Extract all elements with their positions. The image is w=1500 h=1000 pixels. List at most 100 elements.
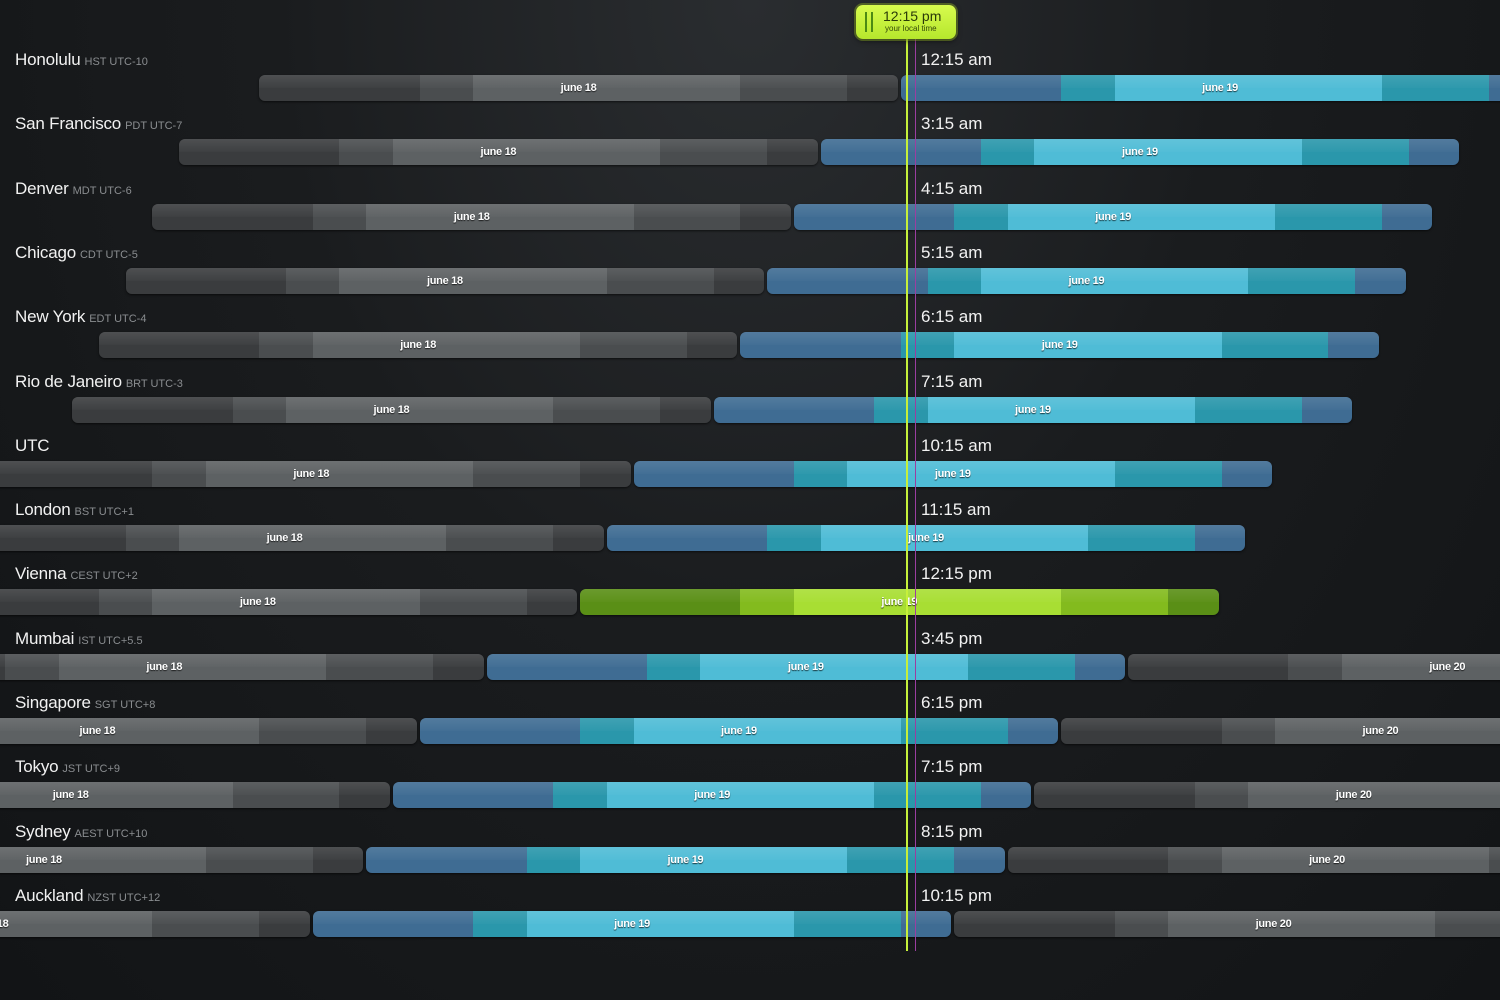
day-track[interactable]: june 18 june 19 bbox=[0, 589, 1500, 616]
day-track[interactable]: june 18 june 19 bbox=[0, 267, 1500, 294]
day-bar[interactable]: june 19 bbox=[633, 460, 1273, 487]
hour-band bbox=[980, 782, 1032, 809]
hour-band bbox=[967, 653, 1076, 680]
timezone-row[interactable]: San Francisco PDT UTC-7 3:15 am june 18 june… bbox=[0, 114, 1500, 178]
city-name: New York bbox=[15, 307, 86, 327]
day-bar[interactable]: june 18 bbox=[125, 267, 765, 294]
timezone-row[interactable]: Chicago CDT UTC-5 5:15 am june 18 june 19 bbox=[0, 243, 1500, 307]
hour-band bbox=[339, 267, 608, 294]
day-track[interactable]: june 18 june 19 june 20 bbox=[0, 782, 1500, 809]
day-bar[interactable]: june 19 bbox=[820, 139, 1460, 166]
hour-band bbox=[847, 846, 956, 873]
day-bar[interactable]: june 20 bbox=[954, 910, 1500, 937]
current-time-line[interactable] bbox=[906, 38, 908, 951]
day-bar[interactable]: june 19 bbox=[486, 653, 1126, 680]
hour-band bbox=[1248, 782, 1500, 809]
hour-band bbox=[152, 589, 421, 616]
hour-band bbox=[1408, 139, 1460, 166]
timezone-row[interactable]: UTC 10:15 am june 18 june 19 bbox=[0, 436, 1500, 500]
timezone-abbrev: NZST UTC+12 bbox=[87, 891, 161, 904]
day-bar[interactable]: june 19 bbox=[606, 525, 1246, 552]
hour-band bbox=[125, 267, 288, 294]
day-bar[interactable]: june 18 bbox=[0, 460, 631, 487]
day-bar[interactable]: june 19 bbox=[767, 267, 1406, 294]
day-track[interactable]: june 18 june 19 bbox=[0, 332, 1500, 359]
timezone-row[interactable]: Denver MDT UTC-6 4:15 am june 18 june 19 bbox=[0, 179, 1500, 243]
hour-band bbox=[767, 139, 818, 166]
timezone-row[interactable]: Tokyo JST UTC+9 7:15 pm june 18 june 19 june … bbox=[0, 757, 1500, 821]
day-track[interactable]: june 18 june 19 bbox=[0, 460, 1500, 487]
hour-band bbox=[793, 203, 956, 230]
drag-grip-icon[interactable] bbox=[865, 12, 873, 32]
hour-band bbox=[606, 267, 715, 294]
timezone-row[interactable]: Sydney AEST UTC+10 8:15 pm june 18 june 19 ju… bbox=[0, 822, 1500, 886]
day-bar[interactable]: june 18 bbox=[0, 589, 578, 616]
day-label: june 19 bbox=[1015, 403, 1051, 416]
day-bar[interactable]: june 20 bbox=[1128, 653, 1500, 680]
day-bar[interactable]: june 19 bbox=[366, 846, 1005, 873]
day-bar[interactable]: june 20 bbox=[1061, 718, 1500, 744]
day-bar[interactable]: june 19 bbox=[312, 910, 952, 937]
day-bar[interactable]: june 18 bbox=[0, 718, 417, 744]
hour-band bbox=[1061, 718, 1223, 744]
day-track[interactable]: june 18 june 19 june 20 bbox=[0, 846, 1500, 873]
day-bar[interactable]: june 18 bbox=[0, 782, 390, 809]
day-bar[interactable]: june 19 bbox=[793, 203, 1433, 230]
hour-band bbox=[1248, 267, 1357, 294]
hour-band bbox=[152, 460, 207, 487]
day-track[interactable]: june 18 june 19 june 20 bbox=[0, 910, 1500, 937]
timezone-row[interactable]: New York EDT UTC-4 6:15 am june 18 june 19 bbox=[0, 307, 1500, 371]
hour-band bbox=[392, 782, 555, 809]
hour-band bbox=[339, 139, 394, 166]
day-bar[interactable]: june 19 bbox=[740, 332, 1379, 359]
timezone-row[interactable]: Mumbai IST UTC+5.5 3:45 pm june 18 june 19 ju… bbox=[0, 629, 1500, 693]
city-name: London bbox=[15, 500, 71, 520]
current-time-handle[interactable]: 12:15 pm your local time bbox=[856, 5, 956, 39]
day-bar[interactable]: june 19 bbox=[392, 782, 1032, 809]
timezone-row[interactable]: Singapore SGT UTC+8 6:15 pm june 18 june 19 j… bbox=[0, 693, 1500, 757]
timezone-row[interactable]: London BST UTC+1 11:15 am june 18 june 19 bbox=[0, 500, 1500, 564]
day-bar[interactable]: june 20 bbox=[1034, 782, 1500, 809]
day-bar[interactable]: june 19 bbox=[713, 396, 1353, 423]
hour-band bbox=[0, 460, 154, 487]
day-track[interactable]: june 18 june 19 bbox=[0, 139, 1500, 166]
timezone-row[interactable]: Honolulu HST UTC-10 12:15 am june 18 june 19 bbox=[0, 50, 1500, 114]
timezone-row[interactable]: Vienna CEST UTC+2 12:15 pm june 18 june 19 bbox=[0, 564, 1500, 628]
hour-band bbox=[259, 718, 368, 744]
day-bar[interactable]: june 19 bbox=[580, 589, 1219, 616]
day-bar[interactable]: june 19 bbox=[419, 718, 1059, 744]
day-bar[interactable]: june 18 bbox=[0, 653, 484, 680]
day-bar[interactable]: june 18 bbox=[259, 75, 898, 101]
day-track[interactable]: june 18 june 19 bbox=[0, 203, 1500, 230]
day-bar[interactable]: june 18 bbox=[0, 910, 310, 937]
hour-band bbox=[1221, 332, 1330, 359]
day-bar[interactable]: june 18 bbox=[72, 396, 711, 423]
timezone-row[interactable]: Rio de Janeiro BRT UTC-3 7:15 am june 18 jun… bbox=[0, 372, 1500, 436]
city-name: Auckland bbox=[15, 885, 84, 905]
hour-band bbox=[847, 75, 898, 101]
day-track[interactable]: june 18 june 19 bbox=[0, 75, 1500, 101]
day-bar[interactable]: june 19 bbox=[900, 75, 1500, 101]
hour-band bbox=[433, 653, 484, 680]
day-track[interactable]: june 18 june 19 bbox=[0, 396, 1500, 423]
hour-band bbox=[900, 718, 1009, 744]
hour-band bbox=[820, 525, 1089, 552]
day-bar[interactable]: june 18 bbox=[152, 203, 791, 230]
day-track[interactable]: june 18 june 19 june 20 bbox=[0, 653, 1500, 680]
day-label: june 20 bbox=[1255, 917, 1292, 930]
hour-band bbox=[793, 589, 1063, 616]
timezone-abbrev: SGT UTC+8 bbox=[94, 699, 156, 711]
day-track[interactable]: june 18 june 19 bbox=[0, 525, 1500, 552]
timezone-abbrev: IST UTC+5.5 bbox=[78, 634, 143, 647]
day-bar[interactable]: june 18 bbox=[0, 525, 604, 552]
hour-band bbox=[713, 396, 876, 423]
day-bar[interactable]: june 18 bbox=[179, 139, 818, 166]
hour-band bbox=[900, 75, 1063, 101]
day-bar[interactable]: june 18 bbox=[98, 332, 738, 359]
day-track[interactable]: june 18 june 19 june 20 bbox=[0, 718, 1500, 744]
day-bar[interactable]: june 18 bbox=[0, 846, 364, 873]
local-time: 7:15 pm bbox=[921, 757, 983, 777]
day-bar[interactable]: june 20 bbox=[1007, 846, 1500, 873]
hour-band bbox=[767, 267, 929, 294]
